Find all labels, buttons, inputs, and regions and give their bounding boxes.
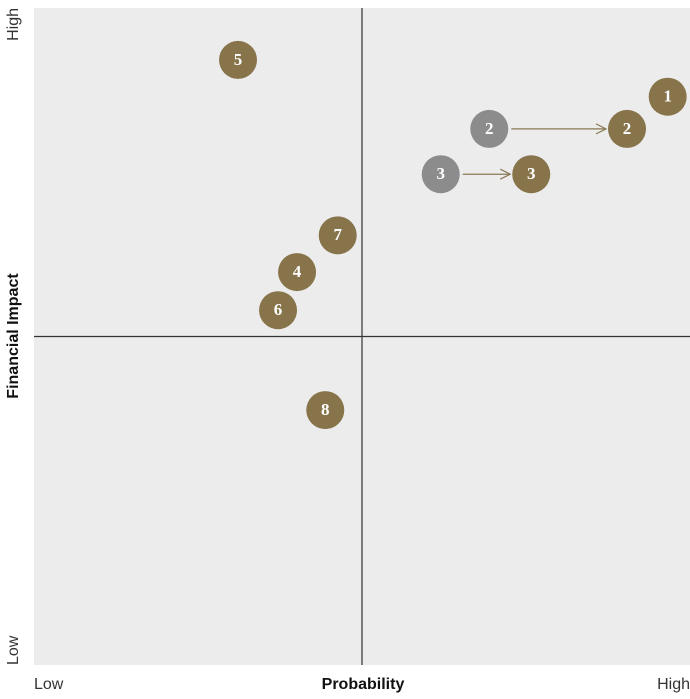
y-tick-label: Low	[5, 635, 22, 665]
point-label: 1	[663, 87, 672, 106]
x-axis-label: Probability	[322, 676, 405, 693]
point-label: 7	[333, 225, 342, 244]
risk-point	[219, 40, 258, 79]
risk-point	[306, 391, 345, 430]
risk-point	[512, 155, 551, 194]
risk-point	[259, 291, 298, 330]
point-label: 3	[527, 164, 536, 183]
point-label: 3	[436, 164, 445, 183]
point-label: 6	[274, 300, 283, 319]
point-label: 5	[234, 50, 243, 69]
point-label: 8	[321, 400, 330, 419]
y-tick-label: High	[5, 8, 22, 41]
y-axis-label: Financial Impact	[5, 273, 22, 399]
risk-point	[470, 109, 509, 148]
x-tick-label: Low	[34, 676, 64, 693]
point-label: 2	[485, 119, 494, 138]
point-label: 4	[293, 262, 302, 281]
x-tick-label: High	[657, 676, 690, 693]
risk-point	[318, 216, 357, 255]
risk-point	[421, 155, 460, 194]
point-label: 2	[623, 119, 632, 138]
risk-point	[278, 253, 317, 292]
risk-point	[608, 109, 647, 148]
risk-point	[648, 77, 687, 116]
